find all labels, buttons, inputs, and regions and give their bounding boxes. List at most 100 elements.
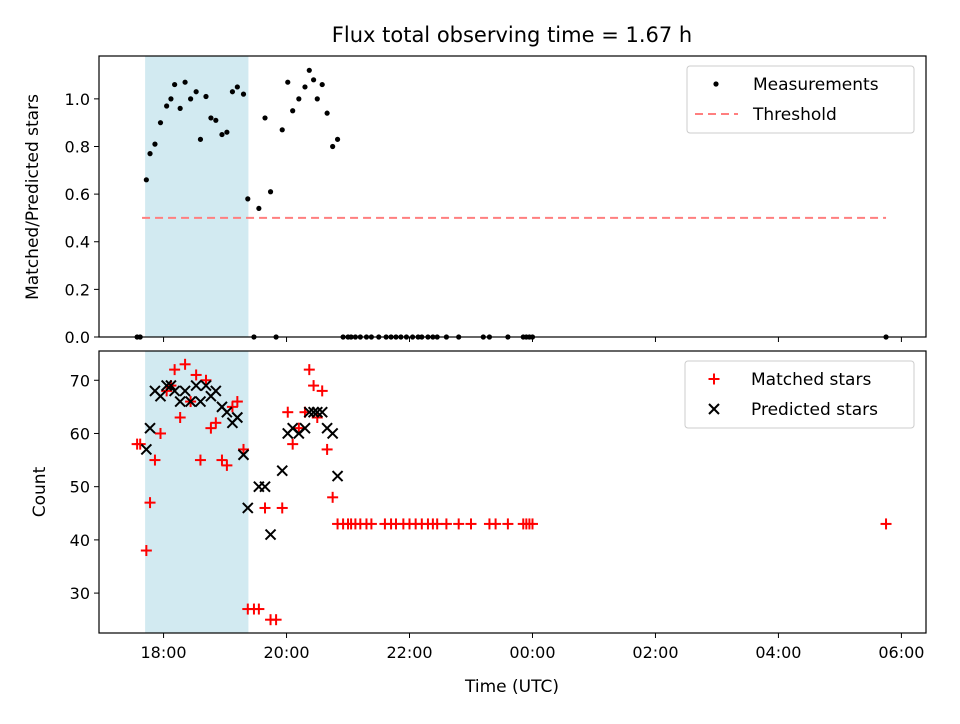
top-y-tick-label: 0.8 <box>65 137 90 156</box>
legend-matched-label: Matched stars <box>751 370 871 390</box>
measurement-point <box>310 77 317 83</box>
bottom-x-tick-label: 00:00 <box>509 643 555 662</box>
predicted-star-point <box>307 406 320 418</box>
top-y-tick-label: 1.0 <box>65 90 90 109</box>
predicted-star-point <box>190 379 202 392</box>
measurement-point <box>262 115 268 121</box>
predicted-star-point <box>231 411 244 424</box>
measurement-point <box>256 205 262 212</box>
matched-star-point <box>216 454 228 466</box>
bottom-y-tick-label: 40 <box>70 531 90 550</box>
matched-star-point <box>194 454 206 466</box>
predicted-star-point <box>264 528 277 541</box>
top-axes-frame <box>98 55 927 338</box>
predicted-star-point <box>221 406 233 418</box>
matched-star-point <box>303 364 315 376</box>
matched-star-point <box>453 518 465 530</box>
bottom-y-tick-label: 60 <box>70 424 90 443</box>
matched-star-point <box>253 603 265 615</box>
measurement-point <box>229 89 236 95</box>
predicted-star-point <box>154 390 167 402</box>
top-y-axis-label: Matched/Predicted stars <box>23 94 43 300</box>
matched-star-point <box>270 614 282 626</box>
measurement-point <box>240 91 247 97</box>
matched-star-point <box>205 422 217 434</box>
bottom-legend-box <box>684 360 915 429</box>
bottom-y-tick-label: 70 <box>70 371 90 390</box>
matched-star-point <box>316 385 328 397</box>
measurement-point <box>152 141 158 147</box>
matched-star-point <box>231 396 243 408</box>
predicted-star-points <box>140 379 344 541</box>
matched-star-point <box>154 427 166 439</box>
legend-predicted-marker <box>708 403 720 415</box>
predicted-star-point <box>179 385 191 397</box>
bottom-y-ticks: 30 40 50 60 70 <box>70 371 99 603</box>
measurement-point <box>208 115 214 121</box>
matched-star-point <box>327 491 339 503</box>
bottom-x-tick-label: 06:00 <box>878 643 924 662</box>
predicted-star-point <box>200 379 212 392</box>
matched-star-point <box>221 459 233 471</box>
legend-matched-plus <box>708 373 720 385</box>
predicted-star-point <box>194 395 207 408</box>
measurement-point <box>143 177 149 183</box>
measurement-point <box>279 127 285 133</box>
measurement-point <box>147 151 153 157</box>
top-y-tick-label: 0.0 <box>65 328 90 347</box>
measurement-point <box>324 110 330 116</box>
measurement-point <box>188 96 194 102</box>
legend-matched-marker <box>708 373 720 385</box>
legend-measurement-marker <box>713 81 719 87</box>
matched-star-point <box>276 502 288 514</box>
matched-star-point <box>169 364 181 376</box>
top-panel: 0.0 0.2 0.4 0.6 0.8 1.0 Matched/Predicted sta… <box>23 55 927 347</box>
matched-star-point <box>880 518 892 530</box>
matched-star-point <box>149 454 161 466</box>
top-legend-box <box>686 65 915 134</box>
measurement-point <box>213 117 219 123</box>
top-y-tick-label: 0.2 <box>65 280 90 299</box>
measurement-point <box>334 136 341 142</box>
predicted-star-point <box>184 395 197 408</box>
predicted-star-point <box>140 443 153 456</box>
matched-star-point <box>134 438 146 450</box>
legend-predicted-label: Predicted stars <box>751 400 878 420</box>
bottom-x-ticks: 18:00 20:00 22:00 00:00 02:00 04:00 06:00 <box>141 633 924 662</box>
x-axis-label: Time (UTC) <box>464 677 559 697</box>
measurement-point <box>219 131 225 138</box>
measurement-point <box>245 196 251 202</box>
predicted-star-point <box>242 502 254 514</box>
matched-star-point <box>365 518 377 530</box>
bottom-y-tick-label: 30 <box>70 584 90 603</box>
top-x-ticks <box>163 337 902 342</box>
matched-star-point <box>282 406 294 418</box>
matched-star-point <box>321 443 333 455</box>
legend-predicted-cross <box>708 403 720 415</box>
matched-star-point <box>190 369 202 381</box>
measurement-point <box>168 96 174 102</box>
measurement-point <box>177 105 183 111</box>
matched-star-point <box>526 518 538 530</box>
top-shaded-interval <box>145 56 249 337</box>
bottom-x-tick-label: 18:00 <box>141 643 187 662</box>
bottom-x-tick-label: 02:00 <box>632 643 678 662</box>
top-y-ticks: 0.0 0.2 0.4 0.6 0.8 1.0 <box>65 90 99 347</box>
measurement-point <box>193 89 199 95</box>
measurement-point <box>319 81 325 88</box>
measurement-point <box>267 189 274 195</box>
matched-star-point <box>210 417 222 429</box>
predicted-star-point <box>160 379 173 392</box>
measurement-point <box>330 143 336 150</box>
measurement-point <box>234 84 240 90</box>
bottom-axes-frame <box>98 350 927 634</box>
predicted-star-point <box>326 427 339 440</box>
matched-star-point <box>431 518 443 530</box>
bottom-y-axis-label: Count <box>30 466 50 517</box>
predicted-star-point <box>237 449 250 461</box>
measurement-point <box>182 79 188 85</box>
predicted-star-point <box>168 385 181 397</box>
matched-star-point <box>259 502 271 514</box>
measurement-point <box>164 103 170 109</box>
